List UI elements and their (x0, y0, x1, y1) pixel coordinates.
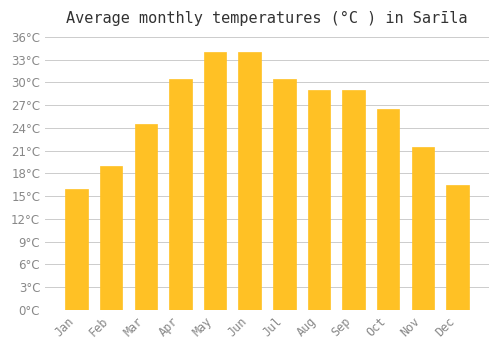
Bar (342, 90, 365, 310)
Bar (134, 124, 157, 310)
Bar (377, 109, 400, 310)
Bar (204, 52, 227, 310)
Bar (412, 147, 434, 310)
Title: Average monthly temperatures (°C ) in Sarīla: Average monthly temperatures (°C ) in Sa… (66, 11, 468, 26)
Bar (273, 79, 295, 310)
Bar (66, 189, 88, 310)
Bar (169, 79, 192, 310)
Bar (308, 90, 330, 310)
Bar (446, 185, 468, 310)
Bar (100, 166, 122, 310)
Bar (238, 52, 261, 310)
